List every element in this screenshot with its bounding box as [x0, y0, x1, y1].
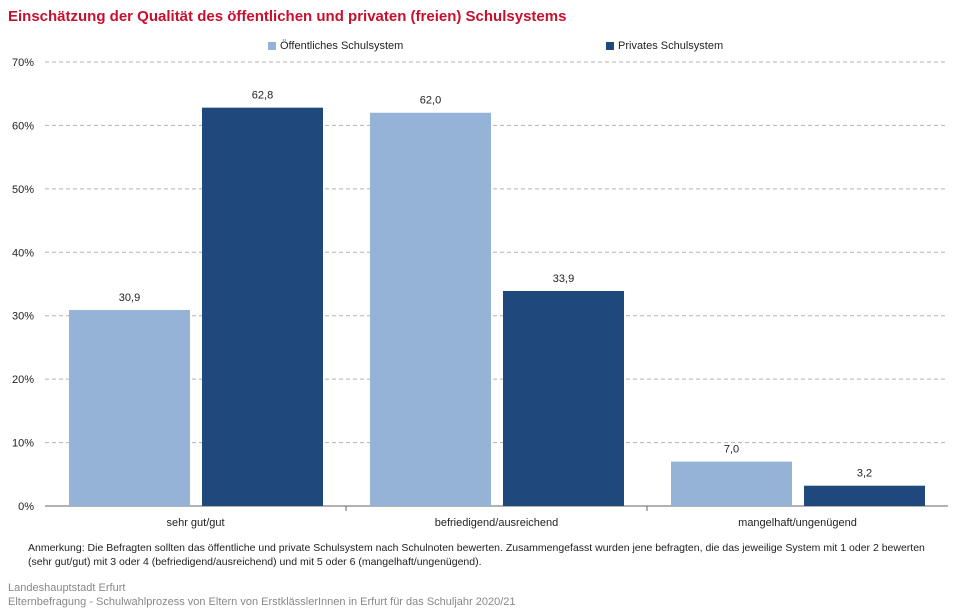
data-label: 62,0 [420, 95, 441, 107]
legend-item-public: Öffentliches Schulsystem [268, 40, 403, 52]
legend-swatch-public [268, 42, 276, 50]
y-tick-label: 10% [12, 438, 34, 450]
legend-label-private: Privates Schulsystem [618, 40, 724, 52]
x-tick-label: mangelhaft/ungenügend [738, 517, 857, 529]
y-tick-label: 70% [12, 57, 34, 69]
x-tick-label: sehr gut/gut [166, 517, 224, 529]
bar [503, 290, 624, 506]
chart-title: Einschätzung der Qualität des öffentlich… [8, 8, 567, 25]
chart-legend: Öffentliches Schulsystem Privates Schuls… [0, 40, 960, 56]
bar [671, 461, 792, 506]
legend-label-public: Öffentliches Schulsystem [280, 40, 404, 52]
y-tick-label: 40% [12, 247, 34, 259]
footer: Landeshauptstadt Erfurt Elternbefragung … [8, 582, 516, 609]
footer-source: Landeshauptstadt Erfurt [8, 582, 126, 594]
data-label: 7,0 [724, 444, 739, 456]
legend-swatch-private [606, 42, 614, 50]
y-tick-label: 20% [12, 374, 34, 386]
bar [804, 485, 925, 506]
bar [202, 107, 323, 506]
y-tick-label: 50% [12, 184, 34, 196]
legend-item-private: Privates Schulsystem [606, 40, 723, 52]
y-tick-label: 0% [18, 501, 34, 513]
bar [370, 112, 491, 506]
x-tick-label: befriedigend/ausreichend [435, 517, 559, 529]
y-tick-label: 30% [12, 311, 34, 323]
chart-note: Anmerkung: Die Befragten sollten das öff… [28, 542, 925, 568]
data-label: 62,8 [252, 90, 273, 102]
bar-chart: 0% 10% 20% 30% 40% 50% 60% 70% 30,9 62,8 sehr gut/… [12, 57, 948, 529]
bar [69, 310, 190, 506]
data-label: 3,2 [857, 468, 872, 480]
data-label: 30,9 [119, 292, 140, 304]
data-label: 33,9 [553, 273, 574, 285]
footer-survey: Elternbefragung - Schulwahlprozess von E… [8, 595, 516, 608]
y-tick-label: 60% [12, 120, 34, 132]
